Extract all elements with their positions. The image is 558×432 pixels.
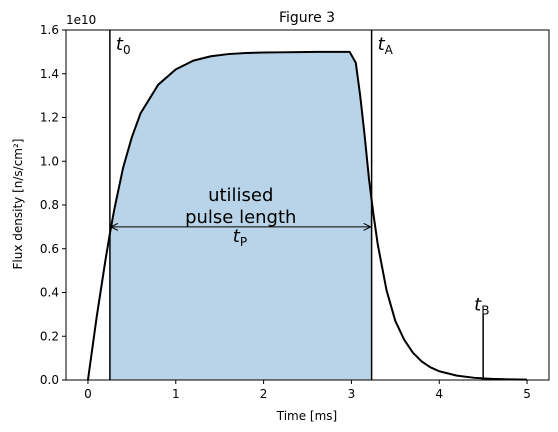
y-tick-label: 1.0 (40, 154, 59, 168)
y-tick-label: 1.2 (40, 111, 59, 125)
label-tB: tB (474, 294, 489, 317)
x-tick-label: 0 (84, 387, 92, 401)
x-tick-label: 4 (435, 387, 443, 401)
y-tick-label: 0.2 (40, 329, 59, 343)
y-tick-label: 1.4 (40, 67, 59, 81)
annotation-utilised: utilised (208, 185, 273, 206)
x-axis-label: Time [ms] (276, 409, 338, 423)
y-tick-label: 0.6 (40, 242, 59, 256)
x-tick-label: 3 (348, 387, 356, 401)
y-axis-label: Flux density [n/s/cm²] (11, 139, 25, 270)
chart-title: Figure 3 (279, 10, 335, 26)
y-tick-label: 1.6 (40, 23, 59, 37)
x-axis: 0 1 2 3 4 5 (84, 380, 531, 401)
x-tick-label: 1 (172, 387, 180, 401)
y-axis: 0.0 0.2 0.4 0.6 0.8 1.0 1.2 1.4 1.6 (40, 23, 66, 387)
x-tick-label: 2 (260, 387, 268, 401)
y-tick-label: 0.8 (40, 198, 59, 212)
label-t0: t0 (116, 34, 131, 57)
y-tick-label: 0.0 (40, 373, 59, 387)
x-tick-label: 5 (523, 387, 531, 401)
y-axis-multiplier: 1e10 (66, 13, 96, 27)
y-tick-label: 0.4 (40, 286, 59, 300)
annotation-pulse-length: pulse length (185, 207, 296, 228)
label-tA: tA (378, 34, 394, 57)
